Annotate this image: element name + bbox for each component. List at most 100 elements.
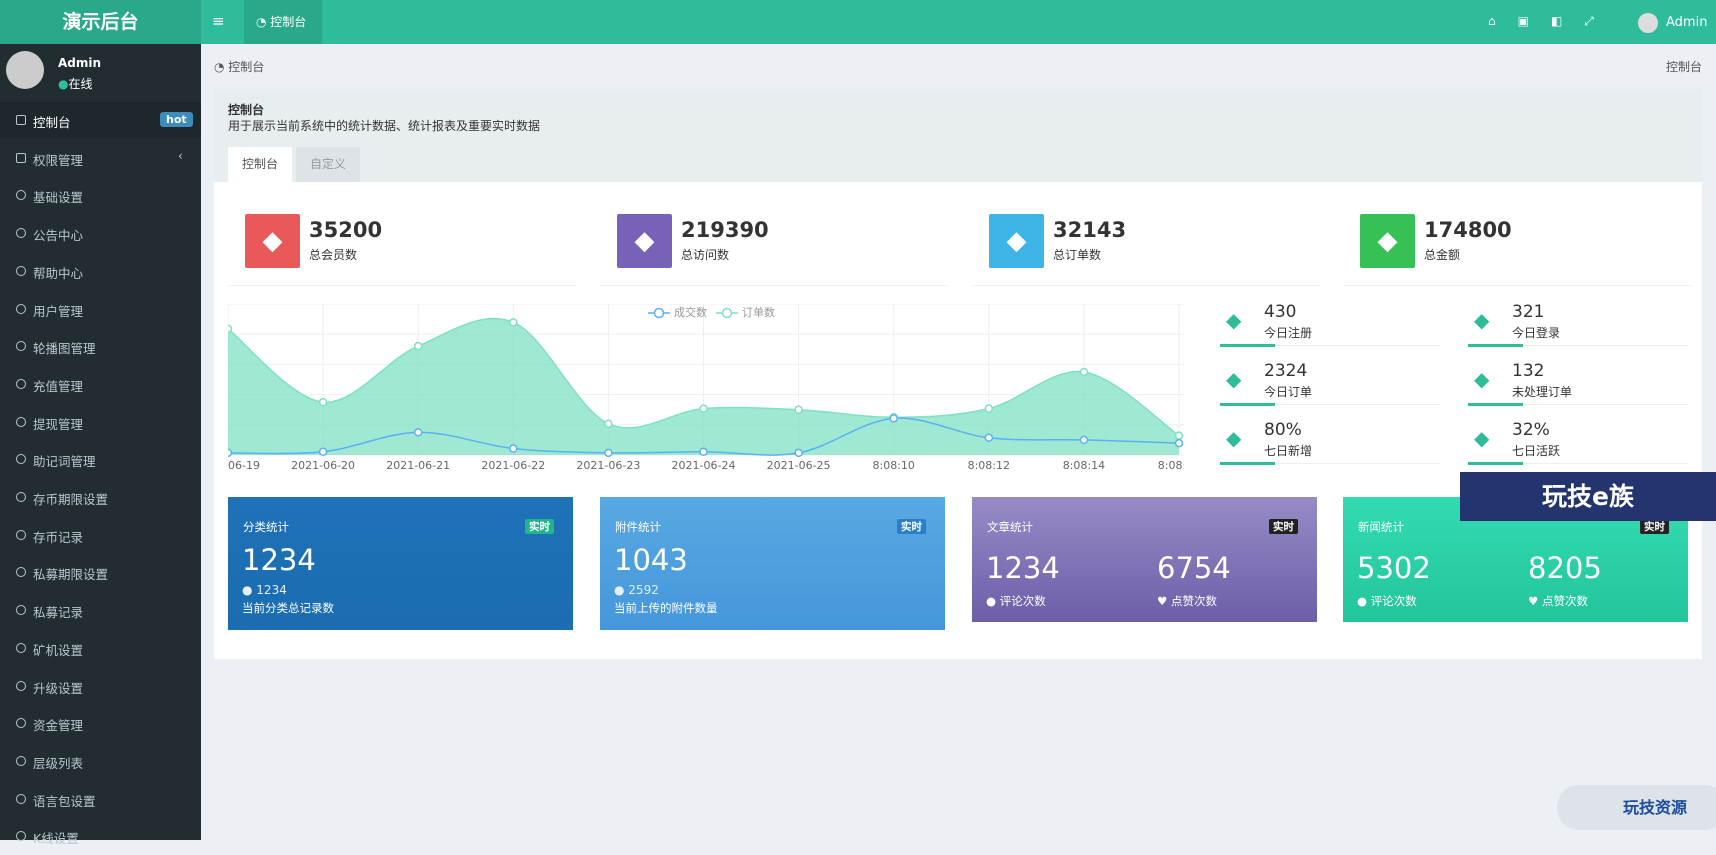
menu-item[interactable]: 用户管理 [0,291,201,328]
mini-icon: ◆ [1226,367,1242,391]
point [318,397,328,407]
stat-icon: ◆ [617,214,672,268]
stat-value: 174800 [1424,218,1512,242]
mini-progress [1220,462,1275,465]
menu-label: 公告中心 [33,228,84,244]
header-icons[interactable]: ⌂▣◧⤢ [1488,14,1616,28]
breadcrumb[interactable]: ◔ 控制台 [214,60,265,74]
card-title: 新闻统计 [1358,520,1404,534]
menu-label: 升级设置 [33,680,84,696]
card [228,497,573,630]
stat-icon: ◆ [1360,214,1415,268]
card-value: 5302 [1357,551,1431,585]
menu-label: 存币期限设置 [33,492,109,507]
tab[interactable]: 自定义 [296,147,360,182]
card-item: ● 评论次数 [1357,594,1417,608]
menu-icon [16,567,26,578]
stat-label: 总金额 [1424,248,1461,262]
mini-icon: ◆ [1474,367,1490,391]
menu-item[interactable]: 提现管理 [0,404,201,441]
menu-item[interactable]: 基础设置 [0,177,201,214]
menu-item[interactable]: 语言包设置 [0,781,201,818]
header-tab[interactable]: ◔ 控制台 [244,0,322,44]
card-sub-value: 1234 [256,583,287,597]
x-tick-label: 2021-06-24 [672,459,736,472]
menu-item[interactable]: 帮助中心 [0,253,201,290]
menu-icon [16,492,26,502]
menu-item[interactable]: 控制台 hot [0,102,201,139]
card-item-label: 评论次数 [999,594,1046,608]
menu-item[interactable]: 层级列表 [0,743,201,780]
menu-item[interactable]: K线设置 [0,818,201,855]
legend-marker [653,307,665,319]
menu-icon [16,341,26,352]
menu-icon [16,718,26,729]
mini-progress [1468,344,1523,347]
legend-label: 订单数 [742,306,775,319]
point [794,448,803,458]
stat-value: 32143 [1053,218,1127,242]
watermark: 玩技资源 [1557,785,1716,830]
card-item-label: 点赞次数 [1170,594,1217,608]
menu-item[interactable]: 资金管理 [0,705,201,742]
header-avatar[interactable] [1638,13,1658,33]
point [1079,435,1089,445]
menu-item[interactable]: 存币记录 [0,517,201,554]
mini-label: 七日新增 [1264,444,1313,458]
stat-value: 219390 [681,218,769,242]
mini-label: 今日订单 [1264,385,1313,399]
header-user[interactable]: Admin [1666,15,1708,30]
stat-rule [600,285,948,286]
menu-label: 私募期限设置 [33,567,109,583]
menu-item[interactable]: 公告中心 [0,215,201,252]
status: ●在线 [58,77,93,91]
menu-item[interactable]: 存币期限设置 [0,479,201,516]
menu-label: 用户管理 [33,303,84,319]
x-tick-label: 2021-06-21 [386,459,450,472]
card-item-label: 评论次数 [1370,594,1417,608]
mini-progress [1468,462,1523,465]
sidebar-avatar [6,51,44,89]
menu-item[interactable]: 助记词管理 [0,441,201,478]
menu-item[interactable]: 矿机设置 [0,630,201,667]
card-title: 附件统计 [615,520,661,534]
menu-item[interactable]: 升级设置 [0,668,201,705]
menu-label: 语言包设置 [33,793,96,809]
x-tick-label: 8:08:12 [968,459,1010,472]
panel-description: 用于展示当前系统中的统计数据、统计报表及重要实时数据 [228,119,541,133]
card-badge: 实时 [897,519,926,534]
mini-icon: ◆ [1226,308,1242,332]
mini-progress [1468,403,1523,406]
point [1174,431,1184,440]
point [1174,438,1184,448]
header [201,0,1716,44]
stat-rule [1343,285,1691,286]
mini-label: 今日注册 [1264,326,1313,340]
menu-toggle[interactable]: ≡ [212,12,225,30]
menu-item[interactable]: 私募期限设置 [0,554,201,591]
logo[interactable]: 演示后台 [0,0,201,44]
point [699,404,708,413]
x-tick-label: 2021-06-22 [481,459,545,472]
x-tick-label: 8:08:14 [1063,459,1105,472]
watermark: 玩技e族 [1460,472,1716,521]
point [1079,367,1089,377]
menu-item[interactable]: 充值管理 [0,366,201,403]
x-tick-label: 2021-06-20 [291,459,355,472]
menu-item[interactable]: 私募记录 [0,592,201,629]
x-tick-label: 8:08:16 [1158,459,1184,472]
tab[interactable]: 控制台 [228,147,292,182]
area [228,318,1179,455]
menu-icon [16,115,26,125]
card-item-label: 点赞次数 [1541,594,1588,608]
menu-item[interactable]: 轮播图管理 [0,328,201,365]
menu-icon [16,228,26,239]
card [972,497,1317,622]
card-value: 8205 [1528,551,1602,585]
menu-label: 矿机设置 [33,642,84,658]
menu-item[interactable]: 权限管理 ‹ [0,140,201,177]
menu-icon [16,378,26,389]
card-sub: ● 2592 [614,583,659,597]
point [984,404,994,413]
